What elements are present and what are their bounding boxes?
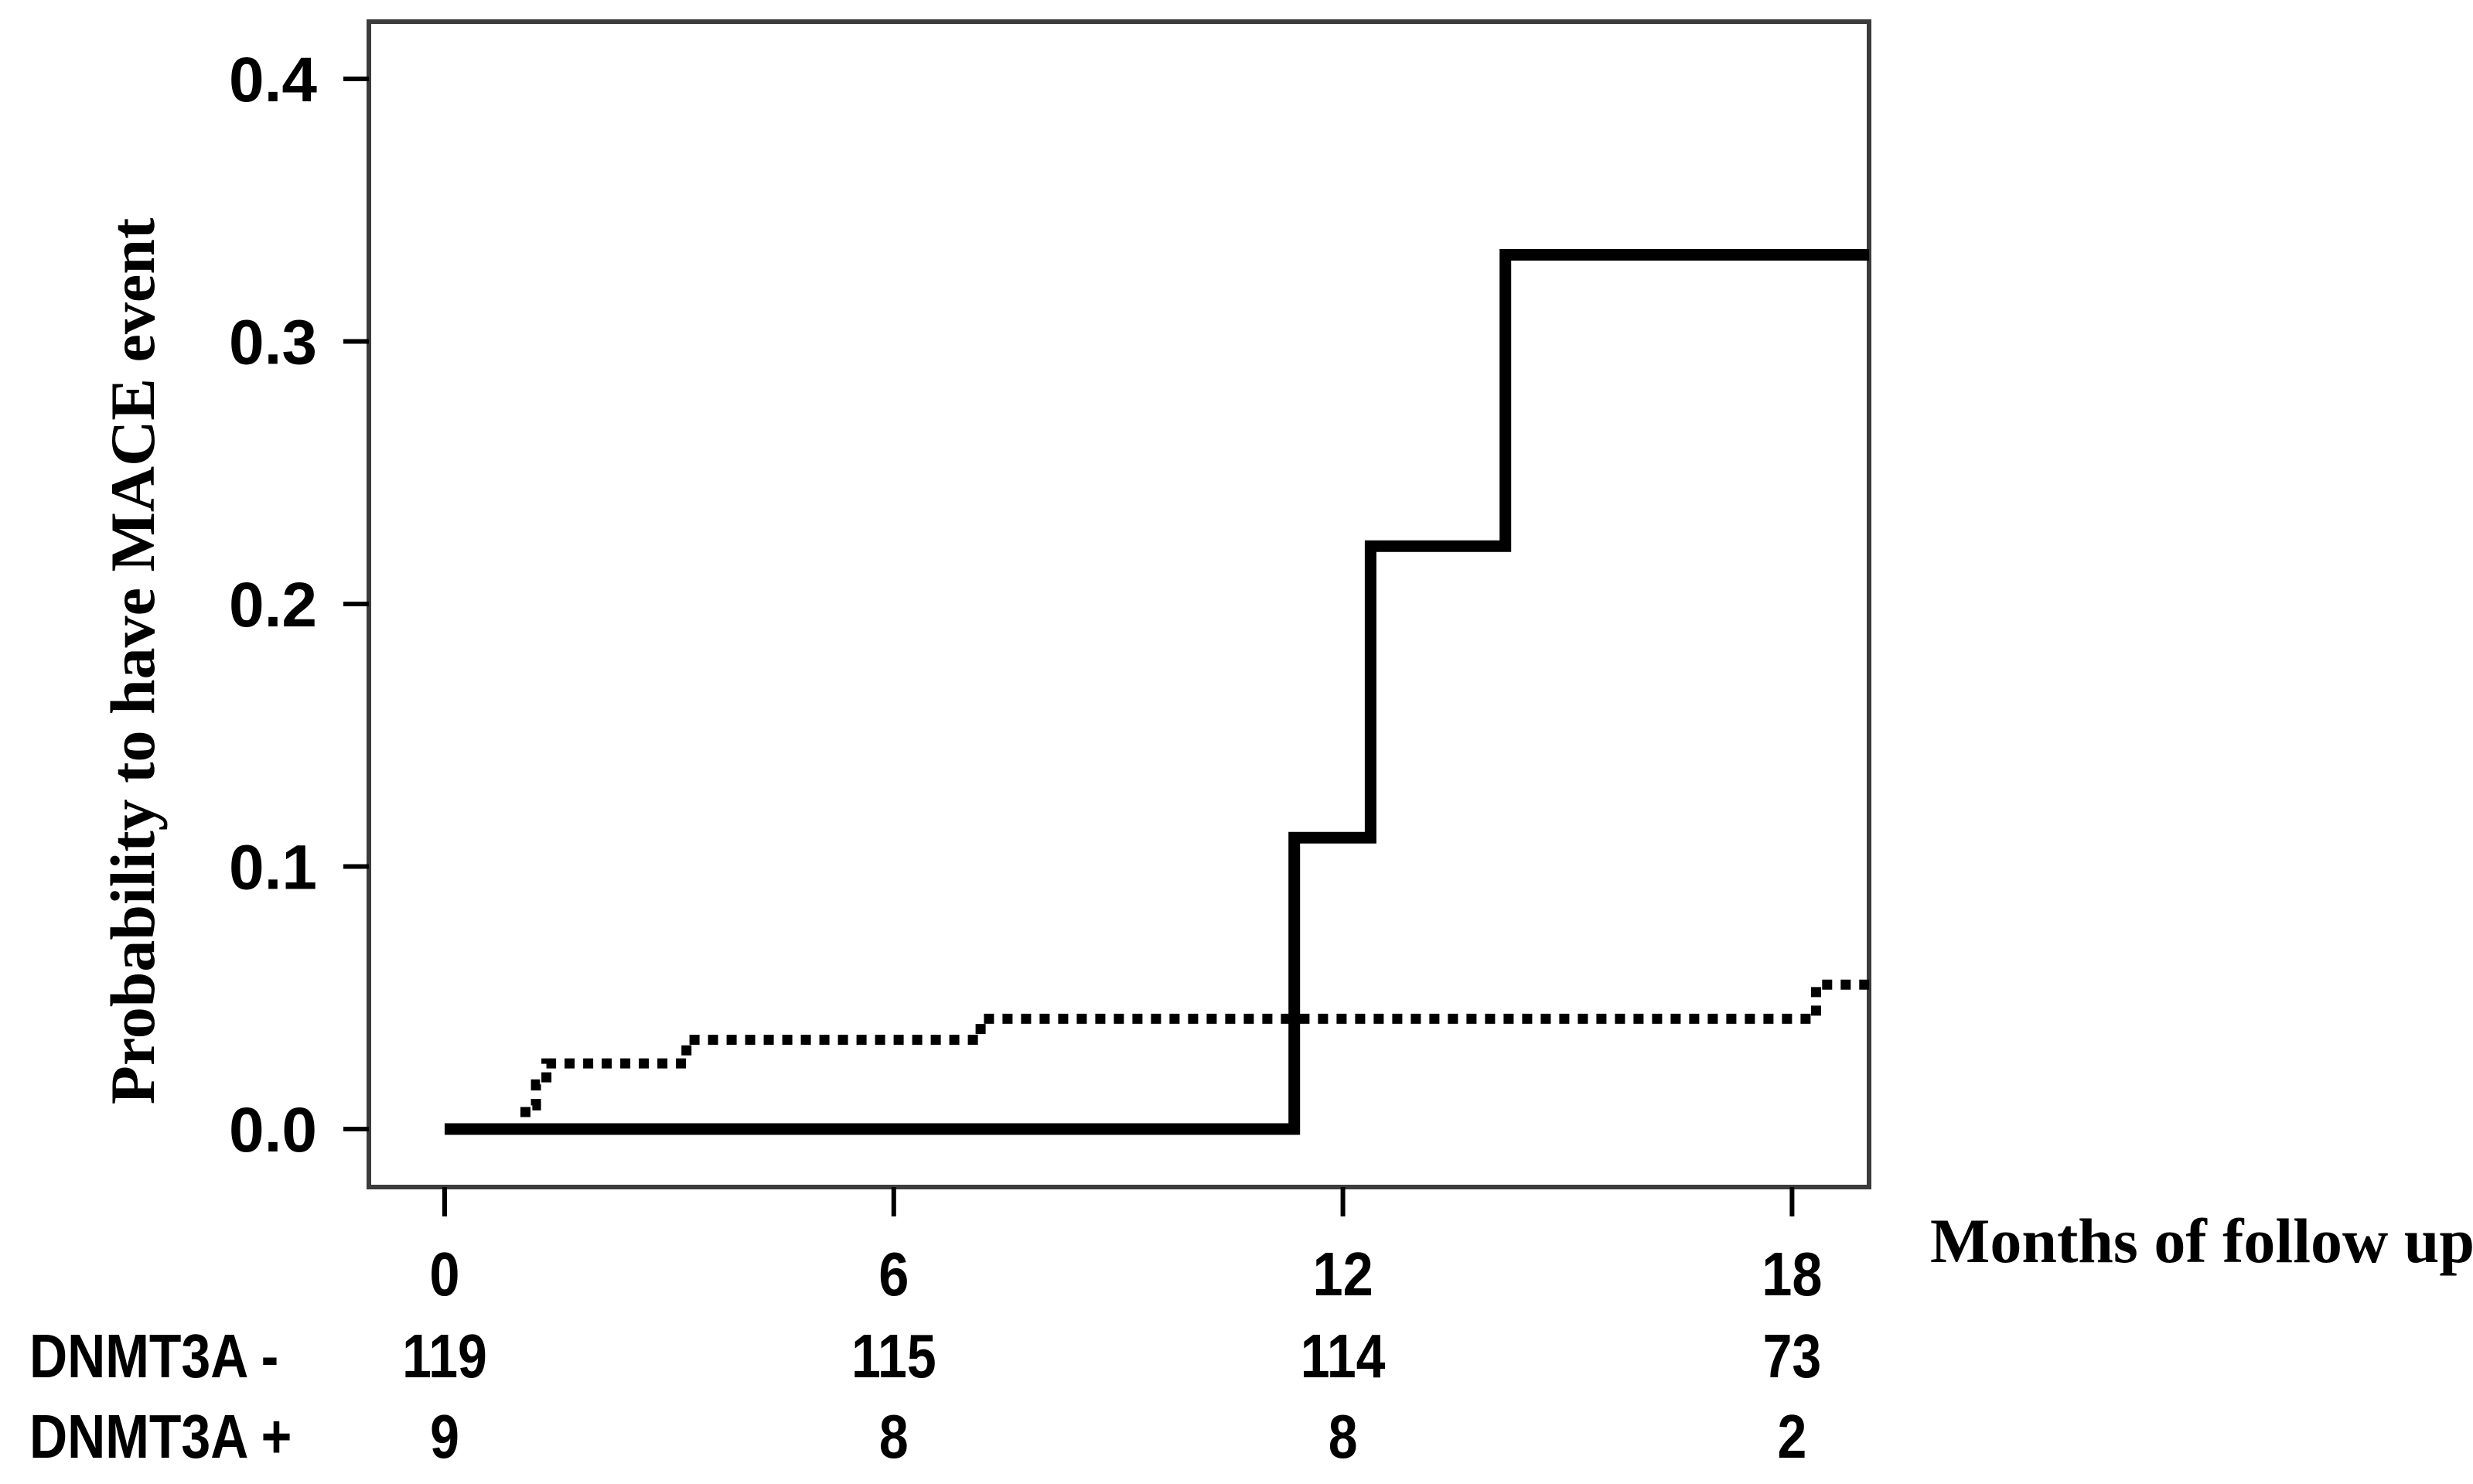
y-tick-label-0.2: 0.2	[229, 570, 317, 640]
y-tick-label-0.3: 0.3	[229, 308, 317, 378]
x-tick-label-18: 18	[1762, 1240, 1822, 1308]
risk-count-row1-t12: 114	[1301, 1322, 1386, 1390]
y-axis-title: Probability to have MACE event	[97, 217, 168, 1105]
risk-count-row2-t18: 2	[1777, 1402, 1806, 1471]
x-axis-title: Months of follow up	[1930, 1206, 2473, 1276]
risk-row-label-dnmt3a-pos: DNMT3A +	[29, 1402, 292, 1471]
risk-count-row1-t0: 119	[402, 1322, 487, 1390]
x-tick-label-0: 0	[429, 1240, 459, 1308]
x-tick-label-12: 12	[1312, 1240, 1373, 1308]
risk-count-row2-t12: 8	[1329, 1402, 1358, 1471]
risk-count-row2-t6: 8	[879, 1402, 909, 1471]
risk-row-label-dnmt3a-neg: DNMT3A -	[29, 1322, 278, 1390]
risk-count-row1-t18: 73	[1763, 1322, 1822, 1390]
y-tick-label-0.0: 0.0	[229, 1095, 317, 1165]
plot-border	[367, 19, 1871, 1189]
risk-count-row2-t0: 9	[430, 1402, 459, 1471]
series-line-dnmt3a-pos	[445, 249, 1870, 1135]
y-tick-label-0.1: 0.1	[229, 833, 317, 903]
series-line-dnmt3a-neg	[445, 979, 1870, 1134]
x-tick-label-6: 6	[878, 1240, 909, 1308]
risk-count-row1-t6: 115	[851, 1322, 936, 1390]
y-tick-label-0.4: 0.4	[229, 45, 317, 115]
